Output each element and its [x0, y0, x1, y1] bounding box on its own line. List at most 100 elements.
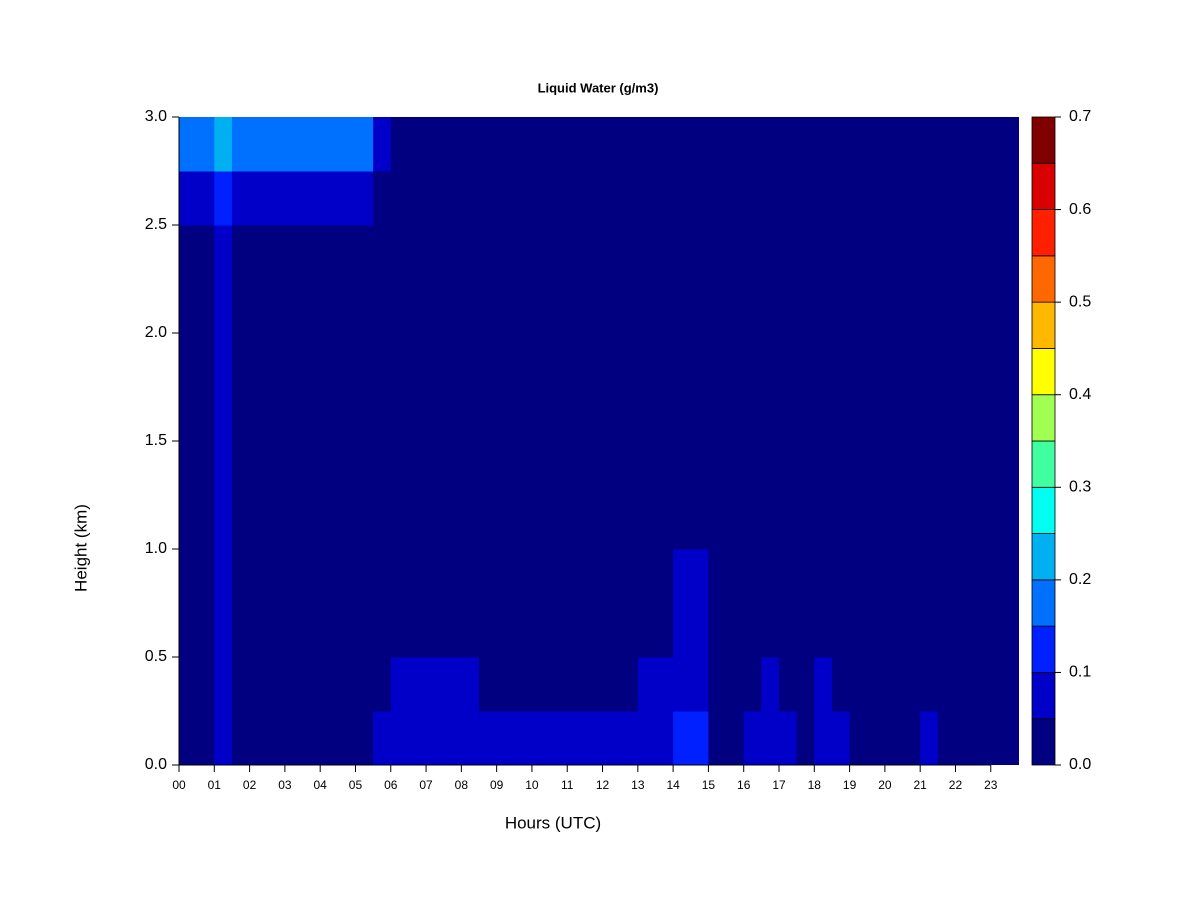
heatmap-cell [655, 117, 674, 172]
heatmap-cell [920, 225, 939, 280]
heatmap-cell [937, 549, 956, 604]
heatmap-cell [179, 117, 198, 172]
heatmap-cell [549, 549, 568, 604]
heatmap-cell [602, 171, 621, 226]
heatmap-cell [796, 495, 815, 550]
colorbar-box [1031, 440, 1056, 488]
heatmap-cell [496, 333, 515, 388]
heatmap-cell [831, 711, 851, 765]
heatmap-cell [655, 333, 674, 388]
heatmap-cell [990, 495, 1009, 550]
colorbar-box [1031, 718, 1056, 766]
heatmap-cell [249, 117, 268, 172]
heatmap-cell [902, 333, 921, 388]
heatmap-cell [955, 441, 974, 496]
heatmap-cell [355, 387, 374, 442]
heatmap-cell [567, 279, 586, 334]
heatmap-cell [690, 441, 709, 496]
heatmap-cell [302, 711, 321, 765]
x-tick-label: 06 [384, 778, 398, 792]
heatmap-cell [973, 495, 992, 550]
heatmap-cell [390, 387, 409, 442]
heatmap-cell [849, 711, 868, 765]
heatmap-cell [249, 387, 268, 442]
heatmap-cell [884, 333, 904, 388]
heatmap-cell [620, 549, 639, 604]
heatmap-cell [196, 387, 215, 442]
heatmap-cell [655, 711, 674, 765]
heatmap-cell [514, 387, 533, 442]
x-tick-label: 18 [808, 778, 822, 792]
heatmap-cell [214, 657, 233, 712]
heatmap-cell [337, 549, 356, 604]
heatmap-cell [743, 603, 762, 658]
heatmap-cell [426, 333, 445, 388]
heatmap-cell [867, 441, 886, 496]
heatmap-cell [955, 333, 974, 388]
heatmap-cell [337, 441, 356, 496]
heatmap-cell [355, 333, 374, 388]
heatmap-cell [849, 603, 868, 658]
heatmap-cell [390, 171, 409, 226]
heatmap-cell [584, 549, 604, 604]
heatmap-cell [426, 387, 445, 442]
heatmap-cell [426, 549, 445, 604]
heatmap-cell [867, 387, 886, 442]
heatmap-cell [373, 279, 392, 334]
y-tick-label: 1.5 [145, 432, 167, 449]
heatmap-cell [655, 657, 674, 712]
heatmap-cell [884, 279, 904, 334]
heatmap-cell [496, 279, 515, 334]
heatmap-cell [284, 171, 304, 226]
heatmap-cell [743, 549, 762, 604]
heatmap-cell [690, 225, 709, 280]
heatmap-cell [690, 603, 709, 658]
heatmap-cell [390, 441, 409, 496]
heatmap-cell [637, 279, 656, 334]
heatmap-cell [196, 495, 215, 550]
heatmap-cell [602, 549, 621, 604]
heatmap-cell [902, 279, 921, 334]
heatmap-cell [973, 225, 992, 280]
heatmap-cell [284, 441, 304, 496]
heatmap-cell [673, 603, 692, 658]
heatmap-cell [426, 657, 445, 712]
heatmap-cell [584, 657, 604, 712]
heatmap-cell [673, 441, 692, 496]
heatmap-cell [814, 603, 833, 658]
x-tick-label: 22 [949, 778, 963, 792]
heatmap-cell [496, 117, 515, 172]
heatmap-cell [531, 117, 551, 172]
heatmap-cell [779, 549, 798, 604]
heatmap-cell [620, 495, 639, 550]
heatmap-cell [196, 657, 215, 712]
heatmap-cell [920, 117, 939, 172]
heatmap-cell [461, 657, 480, 712]
heatmap-cell [549, 225, 568, 280]
heatmap-cell [902, 441, 921, 496]
heatmap-cell [496, 387, 515, 442]
heatmap-cell [549, 171, 568, 226]
heatmap-cell [814, 657, 833, 712]
heatmap-cell [655, 549, 674, 604]
heatmap-cell [602, 117, 621, 172]
heatmap-cell [514, 279, 533, 334]
heatmap-cell [990, 171, 1009, 226]
heatmap-cell [214, 171, 233, 226]
heatmap-cell [920, 495, 939, 550]
heatmap-cell [673, 657, 692, 712]
heatmap-cell [567, 225, 586, 280]
heatmap-cell [884, 495, 904, 550]
colorbar-box [1031, 625, 1056, 673]
heatmap-cell [496, 225, 515, 280]
heatmap-cell [249, 225, 268, 280]
heatmap-cell [937, 441, 956, 496]
heatmap-cell [461, 603, 480, 658]
heatmap-cell [549, 711, 568, 765]
heatmap-cell [479, 225, 498, 280]
heatmap-cell [902, 657, 921, 712]
heatmap-cell [531, 711, 551, 765]
heatmap-cell [602, 333, 621, 388]
heatmap-cell [179, 333, 198, 388]
heatmap-cell [814, 495, 833, 550]
